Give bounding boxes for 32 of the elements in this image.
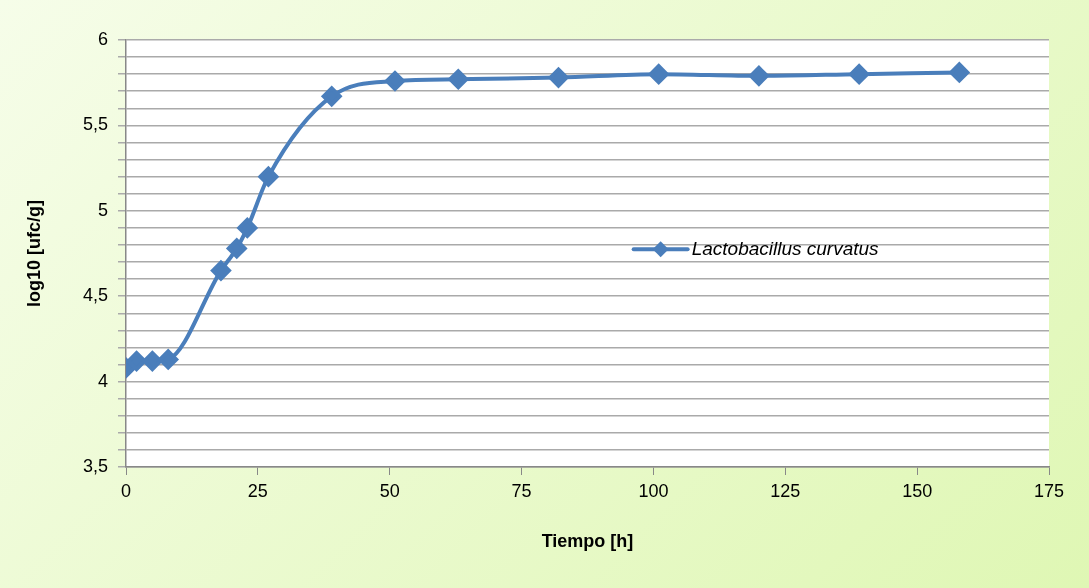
x-tick-label: 50 xyxy=(379,480,400,501)
x-tick-label: 100 xyxy=(638,480,669,501)
point xyxy=(949,62,970,83)
point xyxy=(448,69,469,90)
x-tick-label: 150 xyxy=(902,480,933,501)
point xyxy=(142,351,163,372)
point xyxy=(237,217,258,238)
y-tick-label: 4,5 xyxy=(82,285,108,306)
point xyxy=(158,349,179,370)
legend-label: Lactobacillus curvatus xyxy=(691,237,880,259)
y-tick-label: 6 xyxy=(97,28,108,49)
y-tick-label: 5 xyxy=(97,199,108,220)
point xyxy=(648,64,669,85)
point xyxy=(126,351,147,372)
x-tick-label: 0 xyxy=(120,480,132,501)
point xyxy=(384,70,405,91)
y-tick-label: 5,5 xyxy=(82,114,108,135)
y-axis-title: log10 [ufc/g] xyxy=(23,200,44,307)
point xyxy=(210,260,231,281)
point xyxy=(849,64,870,85)
point xyxy=(258,166,279,187)
x-tick-label: 175 xyxy=(1033,480,1065,501)
x-tick-label: 125 xyxy=(770,480,801,501)
x-axis-title: Tiempo [h] xyxy=(541,531,634,552)
point xyxy=(321,86,342,107)
point xyxy=(226,238,247,259)
x-tick-label: 75 xyxy=(511,480,532,501)
y-tick-label: 3,5 xyxy=(82,455,108,476)
point xyxy=(748,65,769,86)
y-tick-label: 4 xyxy=(97,370,108,391)
point xyxy=(548,67,569,88)
x-tick-label: 25 xyxy=(247,480,268,501)
